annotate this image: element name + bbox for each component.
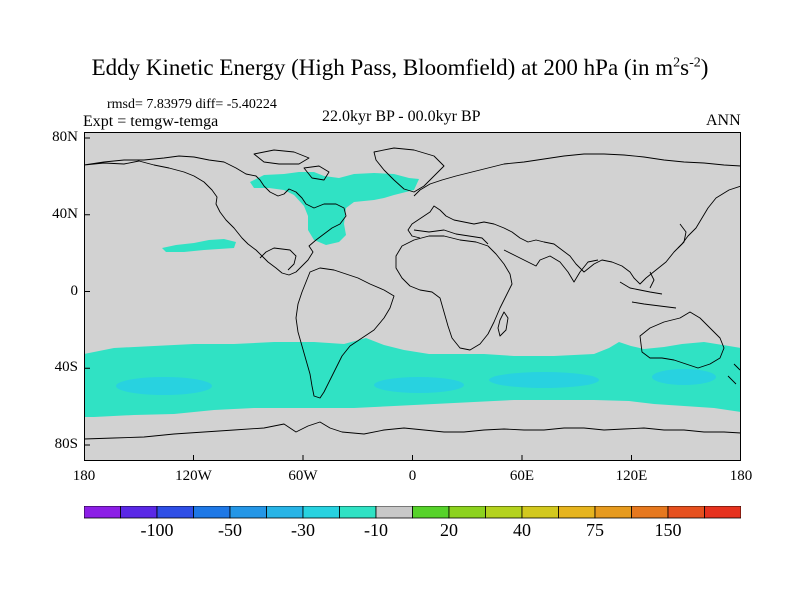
- world-map: [84, 132, 741, 461]
- colorbar-label: -30: [291, 520, 315, 540]
- colorbar-swatch: [485, 506, 523, 519]
- greenland-coast: [373, 147, 445, 193]
- south-america-coast: [295, 267, 395, 399]
- chart-title: Eddy Kinetic Energy (High Pass, Bloomfie…: [0, 55, 800, 81]
- madagascar-coast: [497, 311, 509, 337]
- longitude-label: 120W: [175, 468, 212, 484]
- africa-coast: [395, 235, 513, 351]
- title-sup-1: 2: [673, 55, 681, 71]
- title-main: Eddy Kinetic Energy (High Pass, Bloomfie…: [91, 55, 674, 80]
- colorbar-swatch: [521, 506, 559, 519]
- experiment-label: Expt = temgw-temga: [83, 113, 219, 130]
- colorbar-swatch: [558, 506, 596, 519]
- longitude-label: 60E: [509, 468, 535, 484]
- coastlines: [84, 147, 741, 440]
- colorbar-swatch: [156, 506, 194, 519]
- australia-coast: [639, 311, 725, 369]
- japan-coast: [677, 223, 687, 249]
- colorbar-swatch: [84, 506, 121, 519]
- colorbar-label: 20: [440, 520, 458, 540]
- title-mid: s: [680, 55, 690, 80]
- colorbar-swatch: [704, 506, 741, 519]
- arabia-india-coast: [503, 249, 599, 283]
- colorbar-label: 75: [586, 520, 604, 540]
- colorbar-swatch: [229, 506, 267, 519]
- colorbar-swatch: [448, 506, 486, 519]
- colorbar-swatch: [631, 506, 669, 519]
- period-label: 22.0kyr BP - 00.0kyr BP: [322, 108, 481, 125]
- north-pacific-anomaly: [162, 239, 236, 252]
- longitude-label: 180: [729, 468, 753, 484]
- latitude-label: 0: [70, 282, 79, 299]
- australia-core: [652, 369, 716, 385]
- colorbar: [84, 506, 741, 519]
- colorbar-swatch: [667, 506, 705, 519]
- mediterranean-coast: [413, 229, 489, 245]
- new-zealand-coast: [727, 363, 741, 385]
- stronger-anomaly-patches: [116, 369, 716, 395]
- indian-ocean-core: [374, 377, 464, 393]
- colorbar-label: 40: [513, 520, 531, 540]
- latitude-label: 40N: [52, 205, 78, 222]
- colorbar-swatch: [594, 506, 632, 519]
- map-frame: [84, 132, 741, 461]
- title-end: ): [700, 55, 709, 80]
- south-pacific-core: [116, 377, 212, 395]
- colorbar-swatch: [120, 506, 158, 519]
- latitude-label: 80N: [52, 129, 78, 145]
- antarctica-coast: [84, 421, 741, 440]
- latitude-label: 40S: [54, 359, 78, 376]
- colorbar-swatch: [375, 506, 413, 519]
- arctic-islands: [253, 149, 330, 181]
- rmsd-diff-label: rmsd= 7.83979 diff= -5.40224: [107, 97, 277, 112]
- colorbar-label: -10: [364, 520, 388, 540]
- gulf-mexico-coast: [259, 247, 297, 271]
- latitude-label: 80S: [54, 436, 78, 452]
- southeast-asia-islands: [619, 271, 677, 309]
- colorbar-swatch: [302, 506, 340, 519]
- south-indian-core: [489, 372, 599, 388]
- north-america-coast: [84, 155, 347, 276]
- colorbar-label: -100: [140, 520, 174, 540]
- longitude-label: 180: [72, 468, 96, 484]
- colorbar-label: -50: [218, 520, 242, 540]
- colorbar-swatch: [412, 506, 450, 519]
- longitude-label: 120E: [615, 468, 648, 484]
- colorbar-swatch: [266, 506, 304, 519]
- longitude-label: 0: [408, 468, 417, 484]
- title-sup-2: -2: [689, 55, 701, 71]
- season-label: ANN: [706, 112, 741, 129]
- colorbar-label: 150: [654, 520, 682, 540]
- longitude-label: 60W: [288, 468, 318, 484]
- colorbar-swatch: [193, 506, 231, 519]
- colorbar-swatch: [339, 506, 377, 519]
